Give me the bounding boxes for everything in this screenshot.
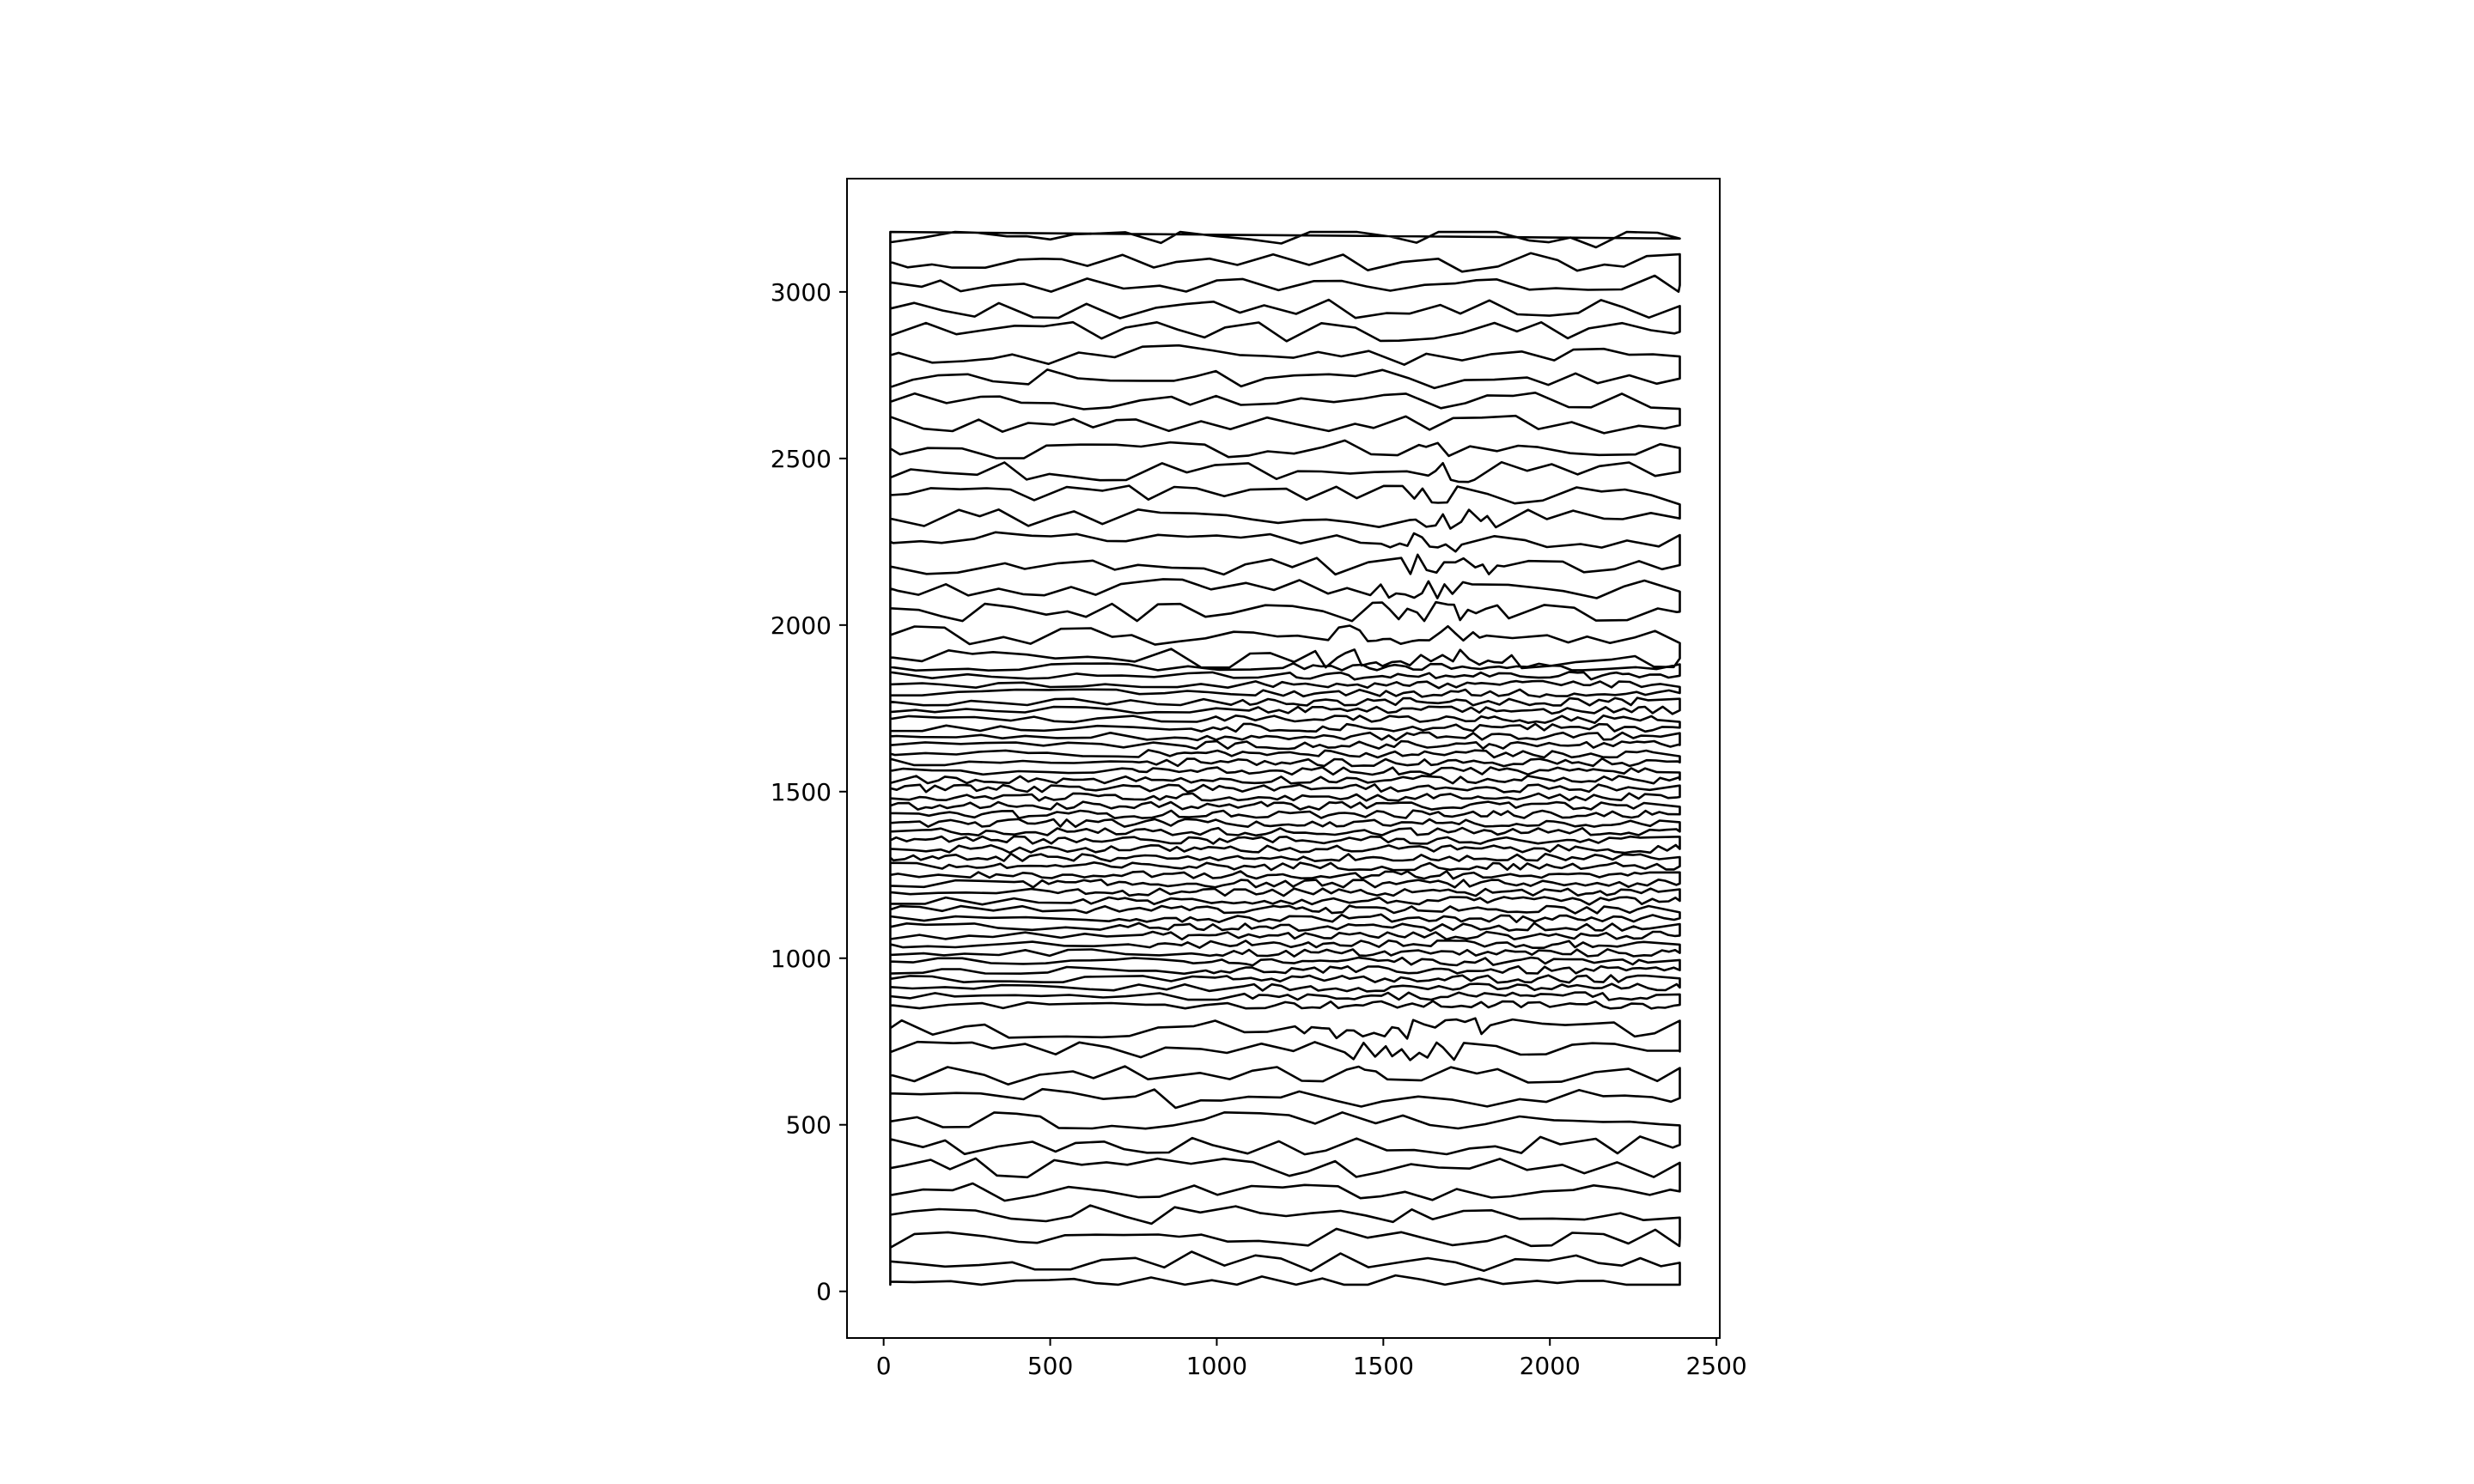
x-tick-label: 2000: [1520, 1352, 1581, 1380]
x-tick-label: 2500: [1685, 1352, 1746, 1380]
axes-frame: [846, 178, 1721, 1339]
x-axis: 0 500 1000 1500 2000 2500: [876, 1338, 1747, 1380]
y-tick-label: 2000: [771, 611, 832, 640]
x-tick-label: 500: [1027, 1352, 1073, 1380]
y-tick-label: 1000: [771, 945, 832, 973]
plot-area: [889, 230, 1681, 1286]
y-tick-label: 2500: [771, 445, 832, 473]
y-tick-label: 500: [786, 1111, 832, 1140]
y-tick-label: 1500: [771, 778, 832, 806]
x-tick-label: 0: [876, 1352, 892, 1380]
x-tick-label: 1000: [1186, 1352, 1247, 1380]
y-tick-label: 3000: [771, 278, 832, 307]
y-axis: 0 500 1000 1500 2000 2500 3000: [771, 278, 847, 1306]
maze-path-line: [889, 230, 1681, 1286]
y-tick-label: 0: [816, 1278, 832, 1306]
x-tick-label: 1500: [1353, 1352, 1414, 1380]
